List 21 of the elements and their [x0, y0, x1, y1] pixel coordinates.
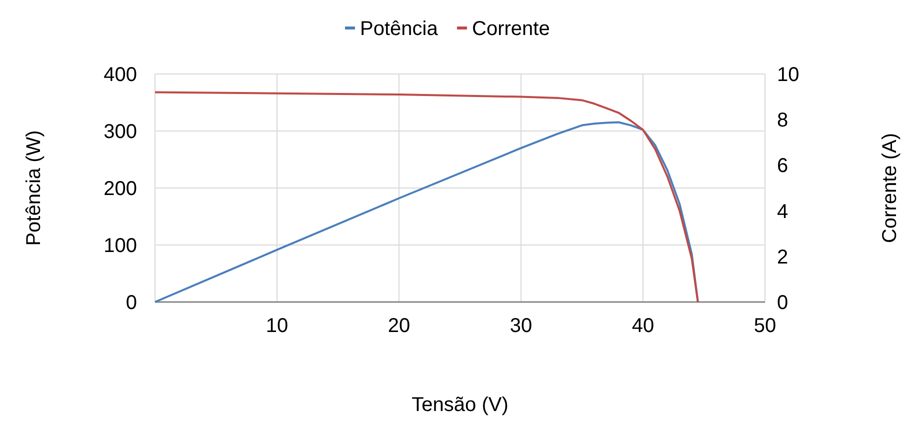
y-tick-label: 400 — [104, 64, 137, 86]
y-tick-label: 100 — [104, 235, 137, 257]
legend-label: Corrente — [472, 18, 550, 40]
x-tick-label: 10 — [266, 315, 288, 337]
x-tick-label: 30 — [510, 315, 532, 337]
y-tick-label: 0 — [126, 292, 137, 314]
legend-label: Potência — [360, 18, 439, 40]
y-axis-title: Potência (W) — [23, 130, 45, 246]
y2-tick-label: 6 — [777, 155, 788, 178]
y2-tick-label: 4 — [777, 200, 788, 223]
y2-tick-label: 0 — [777, 292, 788, 314]
x-tick-label: 40 — [632, 315, 654, 337]
x-axis-title: Tensão (V) — [412, 394, 508, 416]
y2-axis-title: Corrente (A) — [879, 132, 901, 244]
y2-tick-label: 10 — [777, 64, 800, 86]
y2-tick-label: 2 — [777, 246, 788, 268]
y2-tick-label: 8 — [777, 110, 788, 132]
x-tick-label: 20 — [388, 315, 410, 337]
x-tick-label: 50 — [754, 315, 776, 337]
y-tick-label: 200 — [104, 178, 137, 200]
y-tick-label: 300 — [104, 121, 137, 143]
